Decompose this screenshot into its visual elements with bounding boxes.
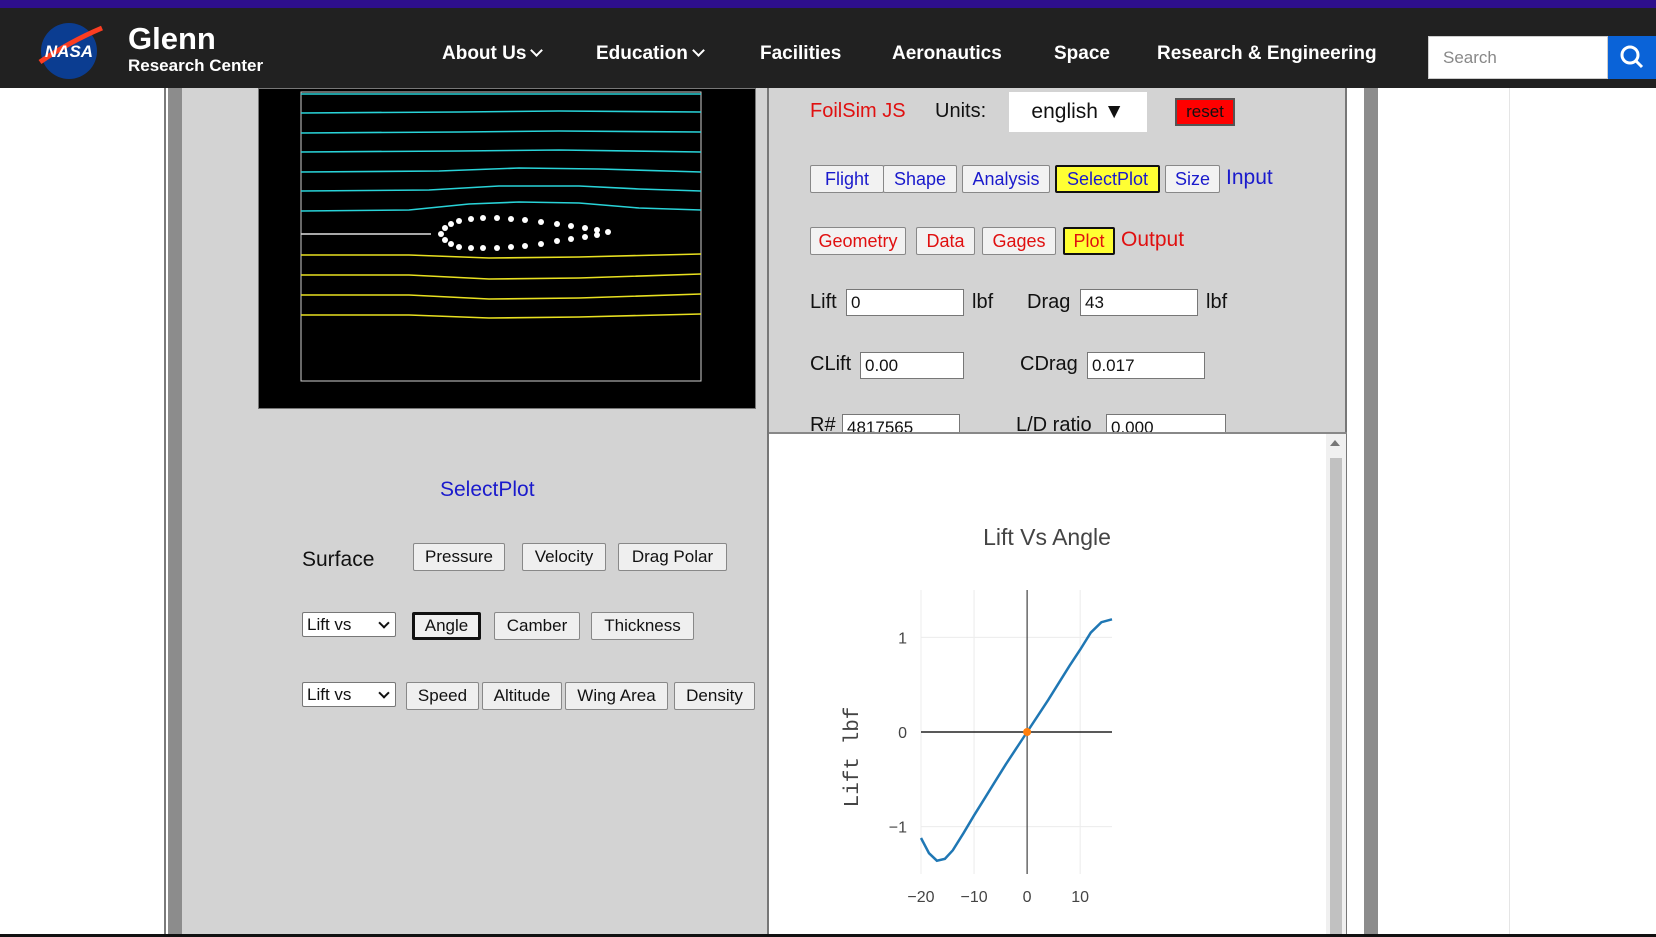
- lift-label: Lift: [810, 291, 837, 313]
- chevron-down-icon: [378, 687, 390, 699]
- thickness-button[interactable]: Thickness: [591, 612, 694, 640]
- chevron-down-icon: [530, 44, 544, 57]
- scroll-up-arrow-icon[interactable]: [1330, 440, 1340, 446]
- panel-border-right: [1345, 88, 1347, 937]
- tab-data[interactable]: Data: [916, 227, 975, 255]
- tab-size[interactable]: Size: [1165, 165, 1220, 193]
- plot-scrollbar-thumb[interactable]: [1330, 458, 1342, 937]
- chevron-down-icon: [691, 44, 705, 57]
- tab-selectplot[interactable]: SelectPlot: [1055, 165, 1160, 193]
- nav-about-us[interactable]: About Us: [442, 34, 544, 74]
- magnifier-icon: [1620, 45, 1644, 69]
- tab-flight[interactable]: Flight: [810, 165, 884, 193]
- lift-series-line: [919, 618, 1113, 863]
- lift-unit: lbf: [972, 291, 994, 313]
- drag-polar-button[interactable]: Drag Polar: [618, 543, 727, 571]
- logo-wordmark: NASA: [45, 42, 93, 61]
- frame-bar-right: [1364, 88, 1378, 937]
- altitude-button[interactable]: Altitude: [482, 682, 562, 710]
- units-label: Units:: [935, 100, 987, 122]
- chart-title: Lift Vs Angle: [983, 524, 1111, 550]
- surface-label: Surface: [302, 548, 375, 571]
- density-button[interactable]: Density: [674, 682, 755, 710]
- panel-divider: [767, 88, 769, 937]
- lift-field[interactable]: 0: [846, 289, 964, 316]
- center-subtitle: Research Center: [128, 56, 264, 75]
- camber-button[interactable]: Camber: [494, 612, 580, 640]
- input-label: Input: [1226, 166, 1273, 189]
- tab-geometry[interactable]: Geometry: [810, 227, 906, 255]
- nasa-logo[interactable]: NASA: [34, 22, 104, 80]
- page-gutter-left: [164, 88, 166, 937]
- nav-education[interactable]: Education: [596, 34, 705, 74]
- x-tick-label: −20: [907, 889, 934, 906]
- selectplot-title: SelectPlot: [440, 478, 535, 501]
- velocity-button[interactable]: Velocity: [522, 543, 606, 571]
- nav-research-engineering[interactable]: Research & Engineering: [1157, 43, 1377, 64]
- chevron-down-icon: [378, 617, 390, 629]
- angle-button[interactable]: Angle: [412, 612, 481, 640]
- search-input[interactable]: Search: [1428, 36, 1608, 79]
- x-tick-label: 10: [1071, 889, 1089, 906]
- wing-area-button[interactable]: Wing Area: [565, 682, 668, 710]
- y-tick-label: 0: [898, 725, 907, 742]
- search-button[interactable]: [1608, 36, 1656, 79]
- nav-space[interactable]: Space: [1054, 43, 1110, 64]
- chart-y-axis-label: Lift lbf: [842, 707, 865, 808]
- cdrag-field[interactable]: 0.017: [1087, 352, 1205, 379]
- current-angle-marker: [1023, 728, 1032, 736]
- clift-label: CLift: [810, 353, 852, 375]
- page-rule-right: [1509, 88, 1510, 937]
- y-tick-label: −1: [889, 820, 907, 837]
- x-tick-label: 0: [1023, 889, 1032, 906]
- nav-aeronautics[interactable]: Aeronautics: [892, 43, 1002, 64]
- lift-vs-select-2[interactable]: Lift vs: [302, 682, 396, 707]
- center-title: Glenn: [128, 21, 216, 56]
- center-name[interactable]: Glenn Research Center: [128, 22, 263, 76]
- ld-ratio-label: L/D ratio: [1016, 414, 1092, 431]
- drag-field[interactable]: 43: [1080, 289, 1198, 316]
- site-header: NASA Glenn Research Center About Us Educ…: [0, 8, 1656, 88]
- accent-stripe: [0, 0, 1656, 8]
- output-label: Output: [1121, 228, 1185, 251]
- units-select[interactable]: english ▼: [1009, 92, 1147, 132]
- nav-facilities[interactable]: Facilities: [760, 43, 842, 64]
- lift-vs-select-1[interactable]: Lift vs: [302, 612, 396, 637]
- tab-analysis[interactable]: Analysis: [962, 165, 1050, 193]
- output-panel: [769, 88, 1345, 433]
- tab-plot[interactable]: Plot: [1063, 227, 1115, 255]
- tab-shape[interactable]: Shape: [883, 165, 957, 193]
- reynolds-field[interactable]: 4817565: [842, 414, 960, 433]
- reset-button[interactable]: reset: [1175, 98, 1235, 126]
- app-name: FoilSim JS: [810, 100, 906, 122]
- pressure-button[interactable]: Pressure: [413, 543, 505, 571]
- flow-view[interactable]: [258, 88, 756, 409]
- plot-frame-top: [769, 432, 1347, 434]
- cdrag-label: CDrag: [1020, 353, 1078, 375]
- frame-bar-left: [168, 88, 182, 937]
- ld-ratio-field[interactable]: 0.000: [1106, 414, 1226, 433]
- reynolds-label: R#: [810, 414, 836, 431]
- drag-unit: lbf: [1206, 291, 1228, 313]
- y-tick-label: 1: [898, 630, 907, 647]
- page-bottom-edge: [0, 934, 1656, 937]
- x-tick-label: −10: [960, 889, 987, 906]
- speed-button[interactable]: Speed: [406, 682, 479, 710]
- drag-label: Drag: [1027, 291, 1071, 313]
- clift-field[interactable]: 0.00: [860, 352, 964, 379]
- tab-gages[interactable]: Gages: [982, 227, 1056, 255]
